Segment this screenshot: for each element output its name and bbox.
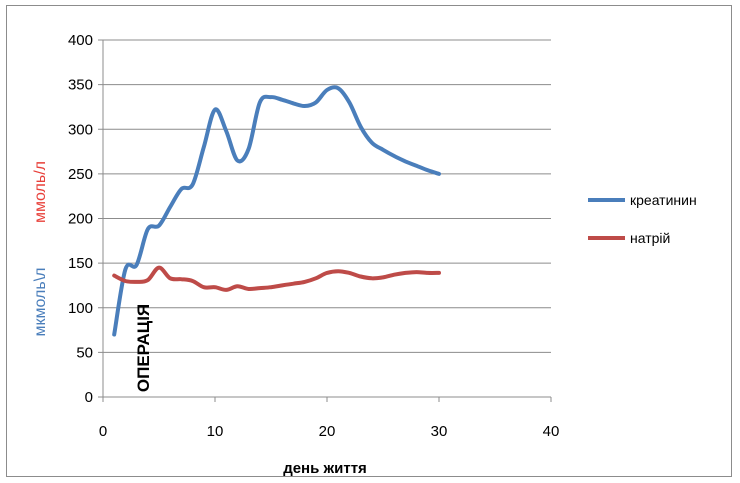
y-tick-label: 100: [68, 300, 93, 317]
y-tick-label: 50: [76, 344, 93, 361]
y-tick-label: 300: [68, 121, 93, 138]
y-tick-label: 0: [85, 389, 93, 406]
x-tick-label: 30: [431, 423, 448, 440]
gridlines: [103, 39, 551, 353]
legend-label-1: креатинин: [630, 192, 697, 208]
series-line-2: [112, 265, 441, 292]
y-axis-label-secondary: ммоль/л: [32, 161, 49, 223]
y-tick-label: 350: [68, 77, 93, 94]
x-axis-label: день життя: [283, 460, 367, 477]
operation-annotation: ОПЕРАЦІЯ: [134, 304, 153, 392]
series-line-1: [112, 85, 441, 337]
legend: креатинин натрій: [588, 192, 697, 246]
chart-frame: [6, 5, 732, 477]
series-lines: [112, 85, 441, 337]
axes: [98, 39, 552, 402]
x-tick-label: 10: [207, 423, 224, 440]
y-axis-label-primary: мкмоль\л: [32, 268, 49, 337]
x-tick-label: 0: [99, 423, 107, 440]
x-tick-label: 40: [543, 423, 560, 440]
y-tick-label: 200: [68, 211, 93, 228]
y-tick-label: 400: [68, 32, 93, 49]
tick-labels: 0 50 100 150 200 250 300 350 400 0 10 20 30 40: [68, 32, 559, 440]
y-tick-label: 250: [68, 166, 93, 183]
x-tick-label: 20: [319, 423, 336, 440]
y-tick-label: 150: [68, 255, 93, 272]
legend-label-2: натрій: [630, 230, 670, 246]
